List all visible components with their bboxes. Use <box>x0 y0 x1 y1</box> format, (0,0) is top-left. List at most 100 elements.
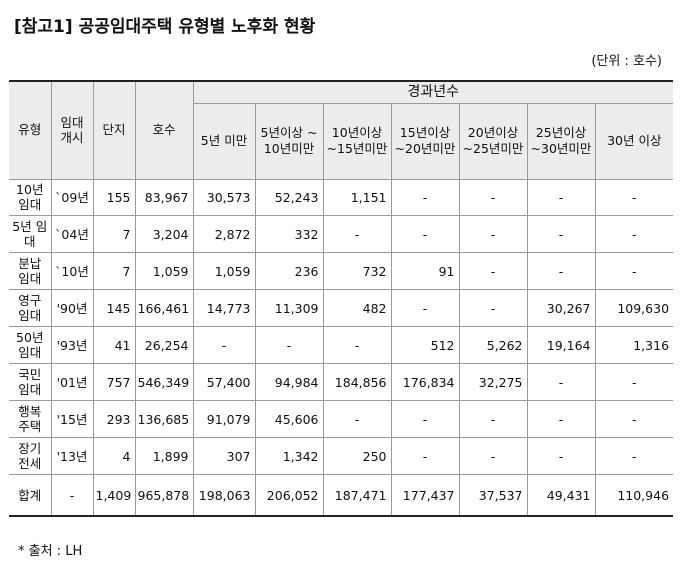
table-row: 국민 임대 '01년 757 546,349 57,400 94,984 184,856 17… <box>9 363 674 402</box>
cell-start: '13년 <box>50 437 94 476</box>
cell-complex: 293 <box>92 400 136 439</box>
header-bucket: 20년이상 ~25년미만 <box>458 102 528 180</box>
header-bucket: 5년이상 ~ 10년미만 <box>254 102 324 180</box>
cell-bucket: - <box>458 400 528 439</box>
cell-bucket: - <box>526 437 596 476</box>
cell-bucket: 307 <box>192 437 256 476</box>
cell-units: 1,059 <box>134 252 194 291</box>
cell-start: '93년 <box>50 326 94 365</box>
cell-bucket: - <box>458 437 528 476</box>
cell-bucket: - <box>254 326 324 365</box>
header-bucket: 5년 미만 <box>192 102 256 180</box>
cell-bucket: 109,630 <box>594 289 674 328</box>
header-units: 호수 <box>134 80 194 180</box>
cell-complex: 145 <box>92 289 136 328</box>
cell-type: 5년 임대 <box>9 215 52 254</box>
cell-bucket: 176,834 <box>390 363 460 402</box>
cell-units: 3,204 <box>134 215 194 254</box>
cell-complex: 41 <box>92 326 136 365</box>
cell-bucket: 14,773 <box>192 289 256 328</box>
cell-type: 장기 전세 <box>9 437 52 476</box>
cell-bucket: 30,573 <box>192 178 256 217</box>
cell-bucket: 206,052 <box>254 474 324 517</box>
cell-bucket: - <box>390 289 460 328</box>
header-elapsed: 경과년수 <box>192 80 674 104</box>
cell-bucket: - <box>322 215 392 254</box>
cell-start: `04년 <box>50 215 94 254</box>
cell-bucket: - <box>526 252 596 291</box>
cell-bucket: - <box>458 289 528 328</box>
cell-units: 166,461 <box>134 289 194 328</box>
cell-bucket: 91,079 <box>192 400 256 439</box>
cell-bucket: - <box>458 252 528 291</box>
cell-units: 83,967 <box>134 178 194 217</box>
cell-complex: 7 <box>92 252 136 291</box>
cell-complex: 1,409 <box>92 474 136 517</box>
cell-bucket: 110,946 <box>594 474 674 517</box>
cell-bucket: - <box>322 400 392 439</box>
cell-bucket: - <box>594 215 674 254</box>
cell-bucket: 332 <box>254 215 324 254</box>
cell-bucket: 32,275 <box>458 363 528 402</box>
cell-start: '90년 <box>50 289 94 328</box>
cell-bucket: 1,059 <box>192 252 256 291</box>
cell-type: 분납 임대 <box>9 252 52 291</box>
cell-bucket: 30,267 <box>526 289 596 328</box>
cell-type: 영구 임대 <box>9 289 52 328</box>
header-start: 임대 개시 <box>50 80 94 180</box>
cell-start: `09년 <box>50 178 94 217</box>
cell-bucket: - <box>458 215 528 254</box>
cell-bucket: - <box>594 252 674 291</box>
cell-bucket: - <box>594 400 674 439</box>
cell-bucket: - <box>526 215 596 254</box>
cell-type: 10년 임대 <box>9 178 52 217</box>
cell-units: 965,878 <box>134 474 194 517</box>
total-row: 합계 -1,409 965,878 198,063 206,052 187,471 177,… <box>9 474 674 517</box>
table-row: 장기 전세 '13년 4 1,899 307 1,342 250- - - - <box>9 437 674 476</box>
cell-type: 합계 <box>9 474 52 517</box>
cell-complex: 757 <box>92 363 136 402</box>
cell-complex: 155 <box>92 178 136 217</box>
cell-bucket: 250 <box>322 437 392 476</box>
table-row: 10년 임대 `09년 155 83,967 30,573 52,243 1,151- - - - <box>9 178 674 217</box>
header-type: 유형 <box>9 80 52 180</box>
cell-units: 26,254 <box>134 326 194 365</box>
table-row: 행복 주택 '15년 293 136,685 91,079 45,606- - - - - <box>9 400 674 439</box>
cell-bucket: - <box>594 178 674 217</box>
cell-complex: 4 <box>92 437 136 476</box>
cell-bucket: 2,872 <box>192 215 256 254</box>
cell-bucket: 52,243 <box>254 178 324 217</box>
cell-units: 1,899 <box>134 437 194 476</box>
cell-bucket: 5,262 <box>458 326 528 365</box>
page-title: [참고1] 공공임대주택 유형별 노후화 현황 <box>14 17 316 37</box>
cell-bucket: - <box>594 363 674 402</box>
cell-bucket: - <box>322 326 392 365</box>
cell-bucket: 37,537 <box>458 474 528 517</box>
cell-start: '15년 <box>50 400 94 439</box>
cell-bucket: - <box>390 178 460 217</box>
cell-bucket: - <box>594 437 674 476</box>
cell-type: 50년 임대 <box>9 326 52 365</box>
cell-bucket: 49,431 <box>526 474 596 517</box>
cell-bucket: 732 <box>322 252 392 291</box>
cell-bucket: 1,151 <box>322 178 392 217</box>
cell-bucket: 1,342 <box>254 437 324 476</box>
source-note: * 출처 : LH <box>18 544 83 559</box>
header-bucket: 25년이상 ~30년미만 <box>526 102 596 180</box>
cell-bucket: 236 <box>254 252 324 291</box>
cell-bucket: 57,400 <box>192 363 256 402</box>
cell-bucket: - <box>192 326 256 365</box>
cell-complex: 7 <box>92 215 136 254</box>
cell-bucket: - <box>526 400 596 439</box>
cell-bucket: 512 <box>390 326 460 365</box>
header-bucket: 30년 이상 <box>594 102 674 180</box>
table-row: 50년 임대 '93년 41 26,254- - -512 5,262 19,164 1,316 <box>9 326 674 365</box>
cell-bucket: 198,063 <box>192 474 256 517</box>
cell-bucket: 482 <box>322 289 392 328</box>
cell-bucket: 187,471 <box>322 474 392 517</box>
unit-note: (단위 : 호수) <box>591 54 662 69</box>
header-bucket: 10년이상 ~15년미만 <box>322 102 392 180</box>
table-row: 분납 임대 `10년 7 1,059 1,059 236 732 91- - - <box>9 252 674 291</box>
cell-bucket: - <box>526 178 596 217</box>
cell-bucket: 1,316 <box>594 326 674 365</box>
